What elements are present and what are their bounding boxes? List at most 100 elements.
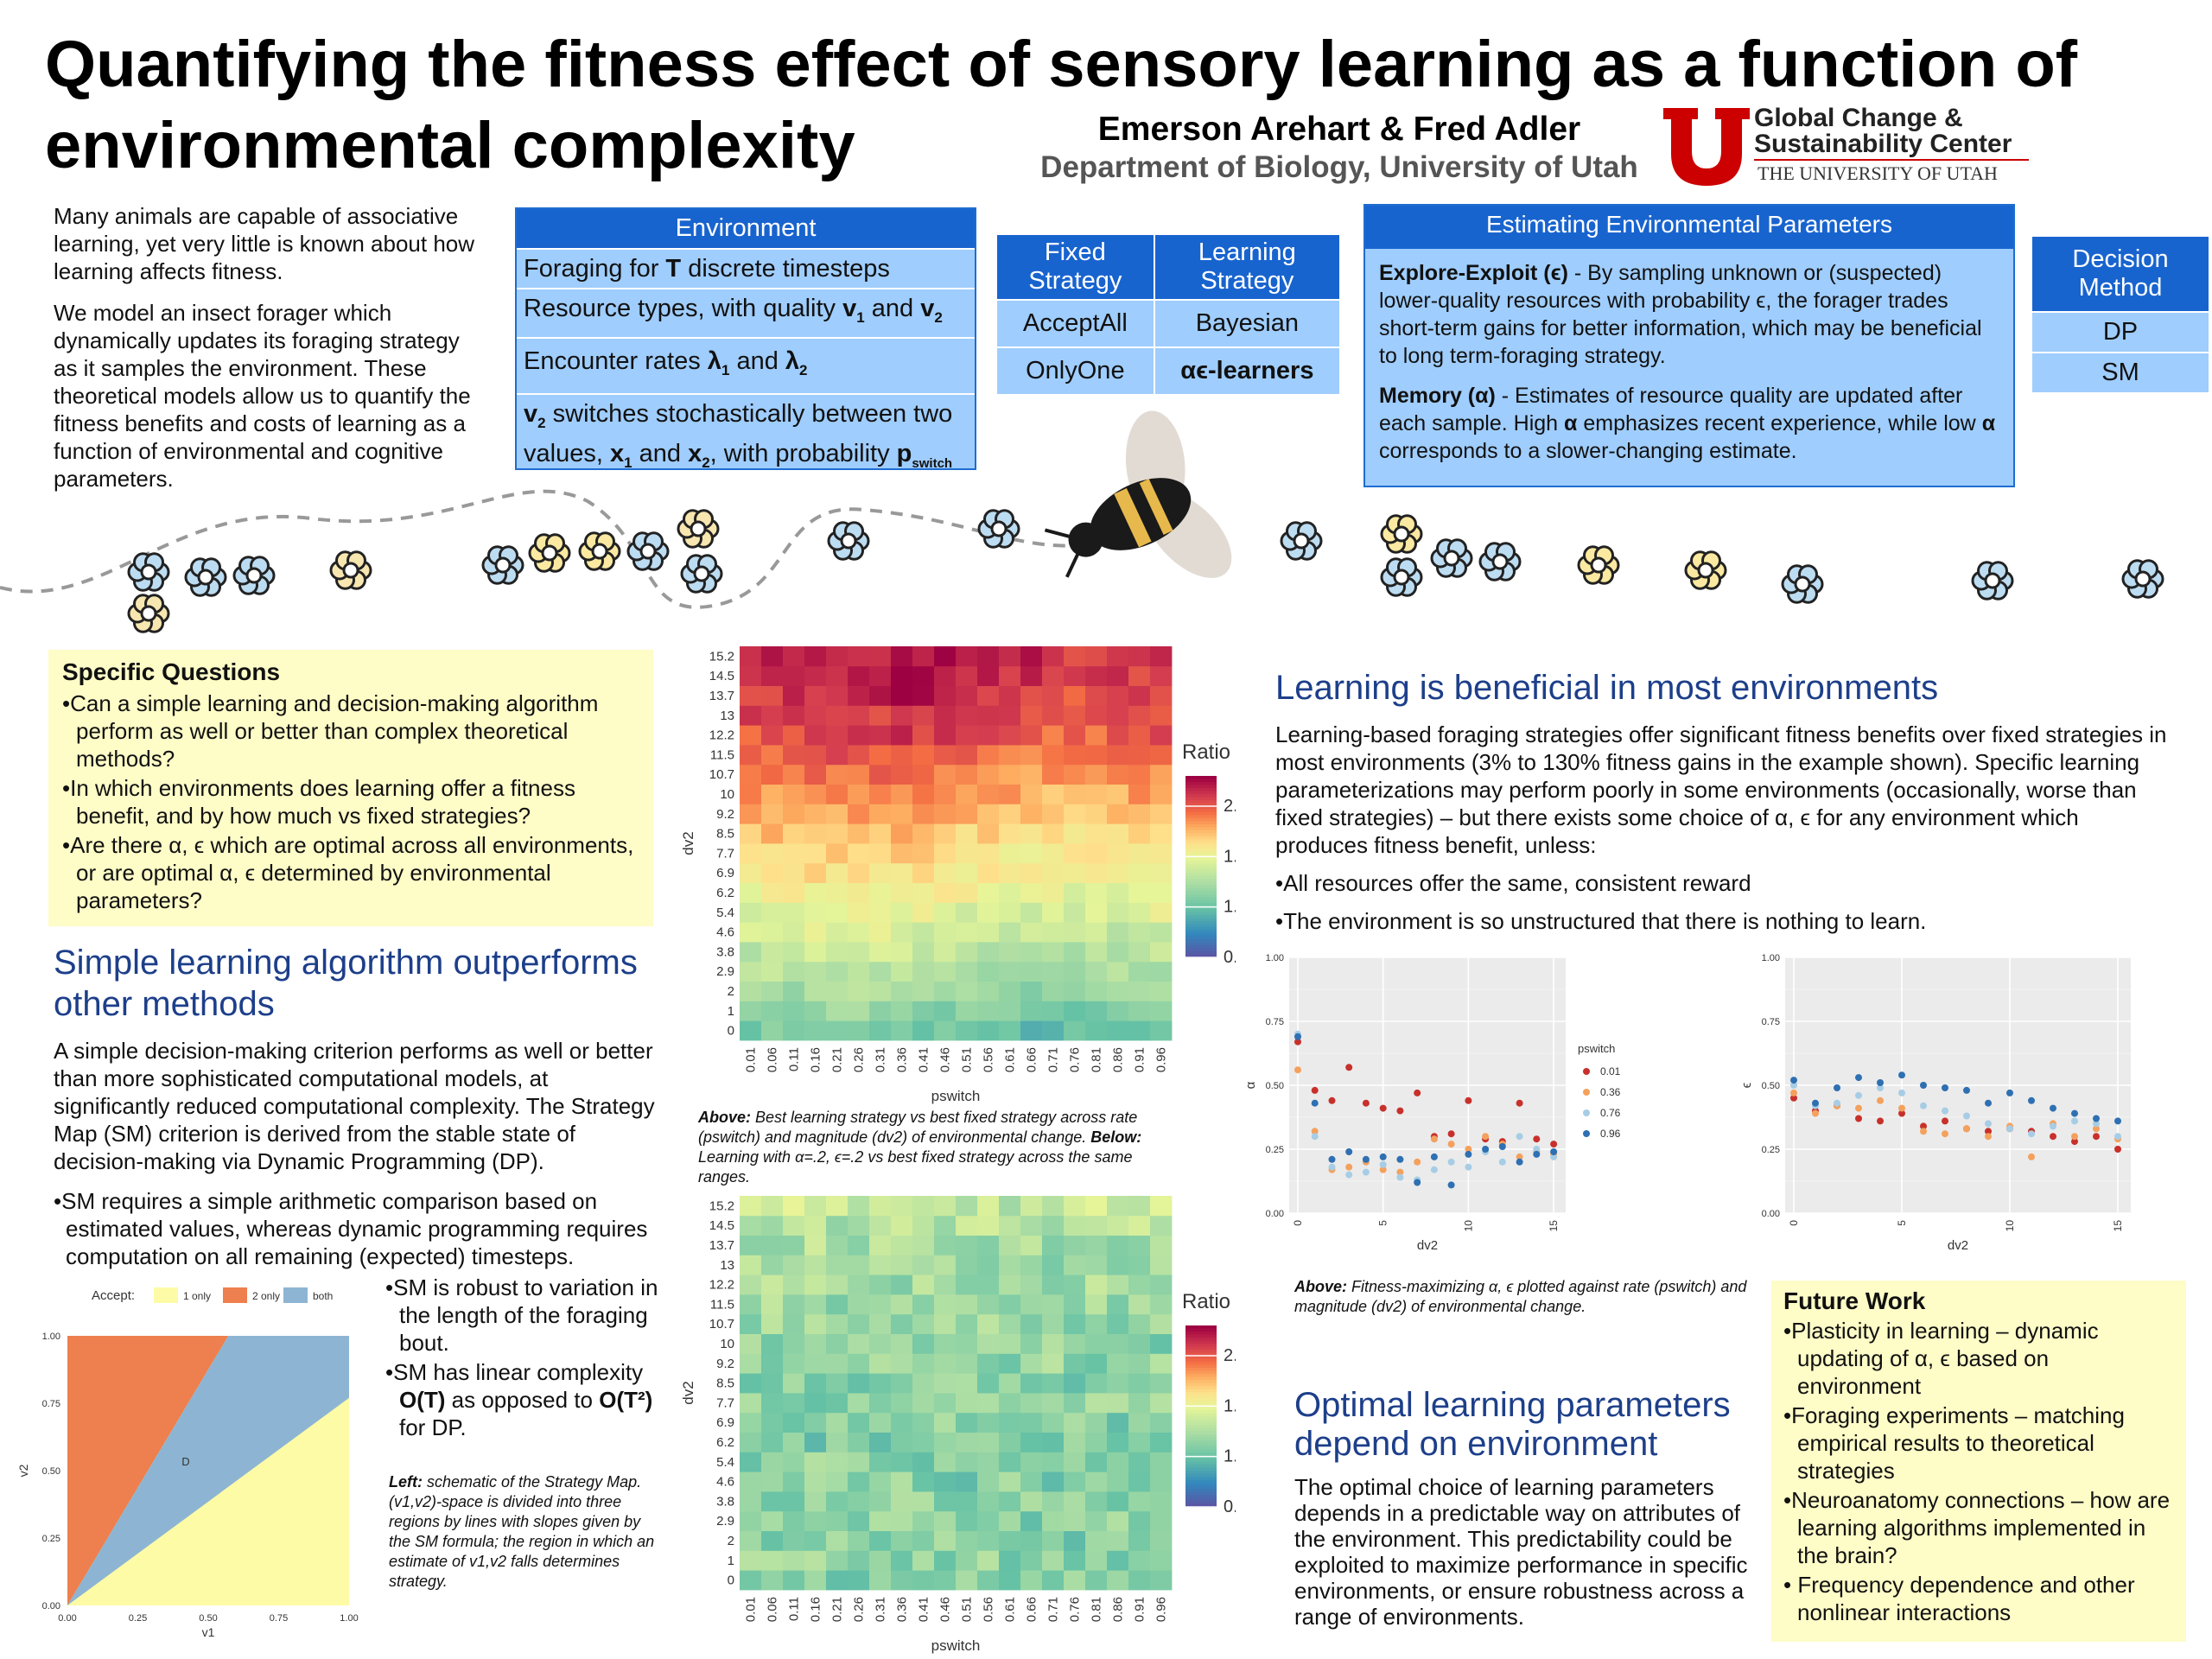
x-tick-label: 0.81	[1090, 1047, 1104, 1072]
heatmap-cell	[1150, 804, 1173, 824]
heatmap-cell	[891, 665, 913, 686]
x-tick-label: 0.76	[1068, 1047, 1083, 1072]
heatmap-cell	[761, 922, 784, 943]
simple-bullet-text: as opposed to	[445, 1387, 600, 1413]
scatter-point	[1294, 1033, 1301, 1040]
heatmap-cell	[761, 1570, 784, 1591]
heatmap-cell	[783, 784, 805, 804]
heatmap-cell	[1064, 1255, 1086, 1275]
heatmap-cell	[1107, 1001, 1129, 1021]
heatmap-cell	[761, 646, 784, 667]
heatmap-cell	[1042, 705, 1065, 726]
heatmap-cell	[761, 981, 784, 1001]
heatmap-cell	[1020, 1215, 1043, 1236]
heatmap-cell	[912, 665, 935, 686]
heatmap-cell	[761, 942, 784, 963]
heatmap-cell	[848, 922, 870, 943]
legend-gradient-step	[1185, 1449, 1217, 1453]
legend-gradient-step	[1185, 921, 1217, 925]
heatmap-cell	[1150, 961, 1173, 982]
legend-gradient-step	[1185, 1473, 1217, 1478]
strategy-table: Fixed Strategy Learning Strategy AcceptA…	[995, 233, 1342, 396]
heatmap-cell	[804, 1235, 827, 1255]
heatmap-cell	[783, 1196, 805, 1217]
heatmap-cell	[804, 1294, 827, 1315]
heatmap-cell	[956, 804, 978, 824]
y-tick-label: 0.25	[1762, 1145, 1780, 1155]
legend-gradient-step	[1185, 849, 1217, 853]
caption-text: Learning with α=.2, ϵ=.2 vs best fixed s…	[698, 1148, 1133, 1185]
heatmap-cell	[1107, 862, 1129, 883]
heatmap-caption: Above: Best learning strategy vs best fi…	[698, 1108, 1182, 1187]
heatmap-cell	[826, 862, 849, 883]
heatmap-cell	[1128, 1215, 1151, 1236]
region-both	[67, 1336, 349, 1605]
bee-flight-illustration	[0, 410, 2164, 633]
heatmap-cell	[977, 902, 1000, 923]
heatmap-cell	[1128, 725, 1151, 746]
legend-gradient-step	[1185, 939, 1217, 944]
heatmap-cell	[783, 1452, 805, 1472]
heatmap-cell	[869, 1020, 892, 1041]
heatmap-cell	[804, 862, 827, 883]
legend-label: 0.76	[1600, 1107, 1621, 1119]
heatmap-cell	[934, 725, 957, 746]
scatter-point	[1379, 1160, 1387, 1168]
heatmap-cell	[869, 1452, 892, 1472]
heatmap-cell	[740, 685, 762, 706]
heatmap-cell	[761, 1255, 784, 1275]
heatmap-cell	[1085, 1471, 1108, 1492]
env-subscript: 1	[721, 361, 730, 378]
heatmap-cell	[869, 1491, 892, 1512]
scatter-point	[1465, 1096, 1472, 1104]
legend-title: Ratio	[1182, 1290, 1230, 1313]
heatmap-cell	[826, 1196, 849, 1217]
heatmap-cell	[740, 902, 762, 923]
legend-gradient-step	[1185, 948, 1217, 952]
scatter-point	[1550, 1141, 1558, 1148]
y-tick-label: 0.25	[1266, 1145, 1284, 1155]
heatmap-cell	[934, 922, 957, 943]
heatmap-cell	[999, 902, 1021, 923]
heatmap-cell	[956, 942, 978, 963]
heatmap-cell	[761, 1353, 784, 1374]
heatmap-cell	[1150, 646, 1173, 667]
heatmap-cell	[912, 1432, 935, 1452]
heatmap-cell	[1150, 1313, 1173, 1334]
y-tick-label: 0.50	[1266, 1081, 1284, 1091]
heatmap-cell	[999, 1255, 1021, 1275]
legend-gradient-step	[1185, 945, 1217, 950]
heatmap-cell	[740, 1196, 762, 1217]
heatmap-cell	[1020, 665, 1043, 686]
heatmap-cell	[934, 1412, 957, 1433]
heatmap-cell	[1107, 1313, 1129, 1334]
learning-bullet-text: All resources offer the same, consistent…	[1283, 870, 1751, 896]
heatmap-cell	[1085, 902, 1108, 923]
scatter-point	[1942, 1130, 1948, 1138]
scatter-point	[1311, 1086, 1319, 1094]
heatmap-cell	[869, 1353, 892, 1374]
heatmap-cell	[761, 862, 784, 883]
heatmap-cell	[1020, 1235, 1043, 1255]
heatmap-cell	[912, 1001, 935, 1021]
scatter-point	[2093, 1120, 2100, 1128]
heatmap-cell	[912, 646, 935, 667]
heatmap-cell	[740, 1313, 762, 1334]
flower-icon	[827, 521, 870, 561]
heatmap-cell	[977, 1432, 1000, 1452]
fixed-strategy-header: Fixed Strategy	[995, 233, 1155, 301]
memory-body: corresponds to a slower-changing estimat…	[1379, 439, 1797, 463]
legend-gradient-step	[1185, 1422, 1217, 1427]
strategy-map-plot: D 0.00 0.00 0.25 0.25 0.50 0.50 0.75 0.75 1.00 1.0…	[16, 1332, 359, 1639]
scatter-point	[1533, 1146, 1541, 1153]
heatmap-cell	[761, 1215, 784, 1236]
alpha-scatter-chart: 0.00 0.25 0.50 0.75 1.00 0 5 10 15 dv2 α pswitch 0.0…	[1243, 953, 1621, 1253]
scatter-point	[1533, 1150, 1541, 1158]
scatter-point	[2093, 1115, 2100, 1122]
heatmap-cell	[891, 961, 913, 982]
heatmap-cell	[1128, 685, 1151, 706]
heatmap-cell	[1085, 764, 1108, 785]
heatmap-cell	[956, 1393, 978, 1414]
y-axis-label: dv2	[680, 1381, 696, 1404]
heatmap-cell	[934, 1353, 957, 1374]
